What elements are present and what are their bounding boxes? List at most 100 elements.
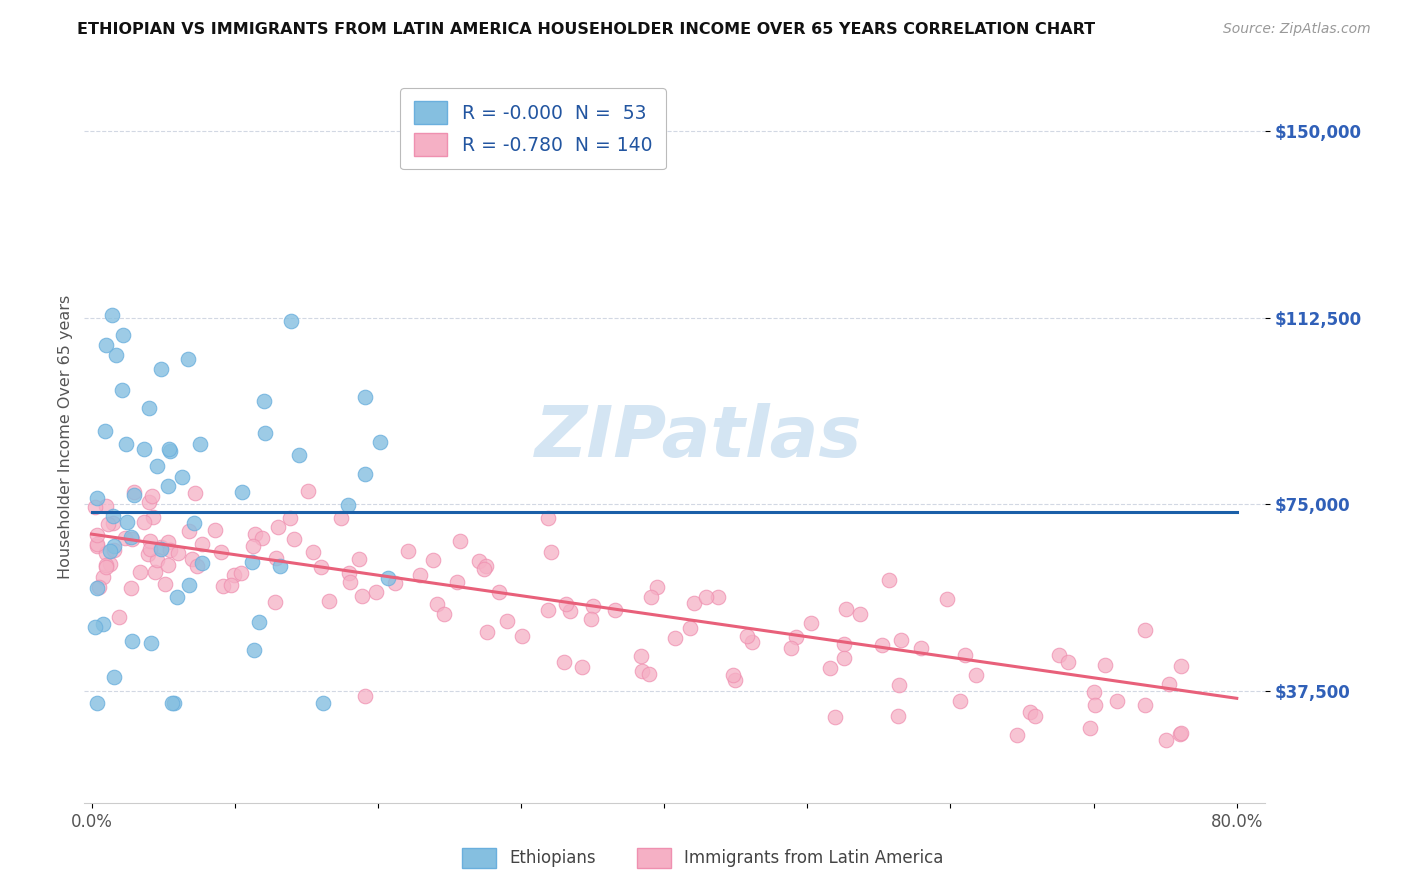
Point (141, 490, 163, 504)
Point (834, 637, 856, 651)
Point (468, 553, 491, 567)
Point (157, 442, 180, 456)
Point (250, 531, 273, 545)
Point (94, 546, 117, 560)
Point (84, 500, 107, 514)
Point (396, 544, 419, 558)
Point (94, 425, 117, 439)
Point (166, 590, 188, 604)
Point (91, 617, 114, 632)
Point (101, 509, 124, 524)
Point (139, 533, 162, 548)
Point (122, 488, 145, 502)
Point (683, 596, 706, 610)
Point (146, 552, 169, 566)
Point (242, 643, 264, 657)
Point (537, 510, 560, 524)
Point (267, 519, 290, 533)
Point (121, 533, 143, 547)
Point (159, 543, 181, 558)
Point (146, 459, 169, 474)
Point (339, 575, 361, 590)
Point (177, 352, 200, 367)
Point (104, 348, 127, 362)
Point (219, 578, 242, 592)
Legend: R = -0.000  N =  53, R = -0.780  N = 140: R = -0.000 N = 53, R = -0.780 N = 140 (401, 88, 666, 169)
Point (129, 566, 152, 580)
Point (143, 565, 166, 579)
Point (553, 656, 575, 670)
Point (645, 580, 668, 594)
Point (224, 567, 246, 582)
Point (86, 491, 108, 505)
Point (1084, 698, 1107, 712)
Point (347, 552, 370, 566)
Point (114, 436, 136, 450)
Text: ZIPatlas: ZIPatlas (534, 402, 862, 472)
Point (631, 665, 654, 679)
Point (1094, 658, 1116, 673)
Point (132, 515, 155, 529)
Point (318, 594, 340, 608)
Point (159, 444, 181, 458)
Point (311, 559, 333, 574)
Point (735, 629, 758, 643)
Point (1157, 677, 1180, 691)
Point (890, 632, 912, 647)
Point (1133, 698, 1156, 712)
Point (142, 510, 165, 524)
Point (86, 537, 108, 551)
Point (283, 533, 305, 547)
Point (800, 616, 823, 631)
Point (84, 620, 107, 634)
Point (433, 607, 456, 621)
Point (101, 308, 124, 322)
Point (477, 624, 499, 639)
Point (354, 689, 377, 703)
Point (149, 362, 172, 376)
Point (953, 648, 976, 663)
Point (354, 390, 377, 404)
Point (86, 528, 108, 542)
Point (240, 555, 263, 569)
Point (582, 599, 605, 614)
Point (94, 558, 117, 572)
Point (87, 580, 110, 594)
Point (115, 515, 138, 529)
Point (1057, 656, 1080, 670)
Point (120, 530, 142, 544)
Point (887, 678, 910, 692)
Point (108, 610, 131, 624)
Point (209, 544, 232, 558)
Point (177, 524, 200, 538)
Point (94, 560, 117, 574)
Point (114, 531, 136, 545)
Point (191, 537, 214, 551)
Point (640, 590, 662, 604)
Point (204, 523, 226, 537)
Point (98, 557, 121, 571)
Point (723, 667, 745, 681)
Point (475, 559, 498, 574)
Point (181, 551, 204, 566)
Point (247, 615, 270, 629)
Point (426, 598, 449, 612)
Point (780, 641, 803, 656)
Point (1170, 659, 1192, 673)
Point (510, 629, 533, 643)
Point (211, 579, 233, 593)
Point (603, 602, 626, 616)
Legend: Ethiopians, Immigrants from Latin America: Ethiopians, Immigrants from Latin Americ… (456, 841, 950, 875)
Point (150, 541, 173, 556)
Point (571, 660, 593, 674)
Point (243, 527, 266, 541)
Point (86, 696, 108, 710)
Point (103, 542, 125, 557)
Point (150, 540, 173, 554)
Point (579, 612, 602, 626)
Point (336, 499, 359, 513)
Point (121, 633, 143, 648)
Point (637, 667, 659, 681)
Point (537, 603, 560, 617)
Point (163, 696, 186, 710)
